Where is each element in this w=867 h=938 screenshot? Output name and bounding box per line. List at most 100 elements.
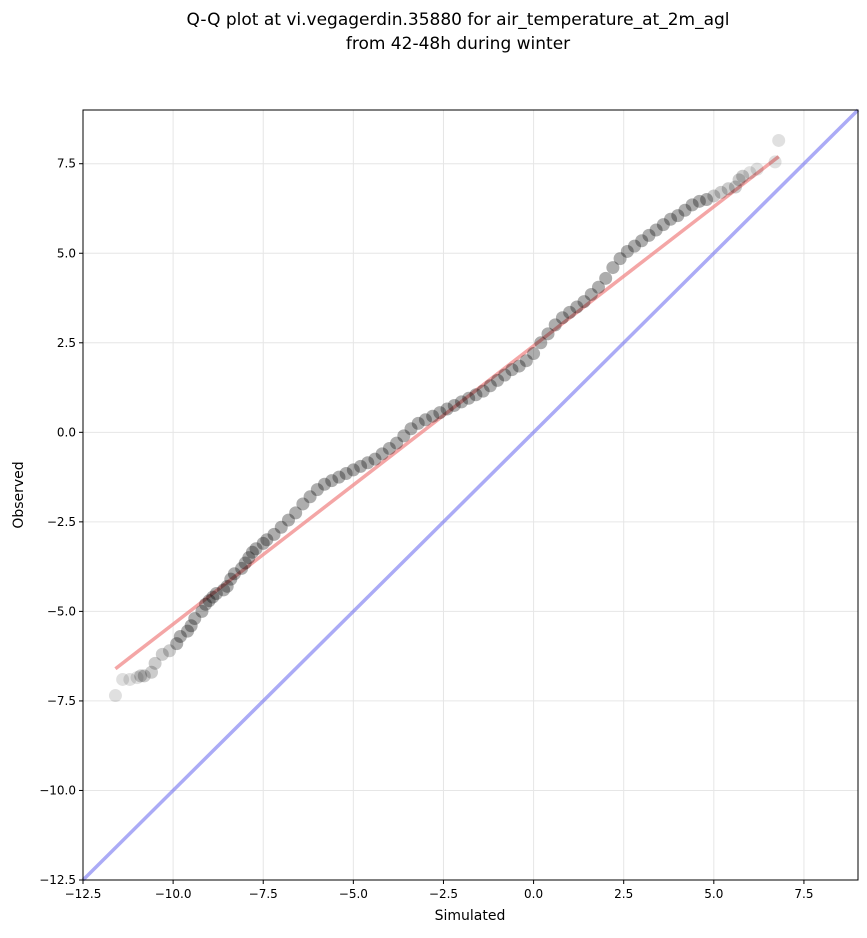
y-tick-label-8: 7.5 bbox=[57, 157, 76, 171]
qq-point-8 bbox=[155, 647, 169, 661]
qq-point-71 bbox=[555, 311, 569, 325]
qq-point-89 bbox=[685, 198, 699, 212]
qq-point-58 bbox=[462, 391, 476, 405]
qq-point-12 bbox=[181, 624, 195, 638]
qq-point-17 bbox=[202, 594, 216, 608]
qq-point-50 bbox=[404, 422, 418, 436]
qq-point-92 bbox=[707, 189, 721, 203]
qq-point-91 bbox=[700, 193, 714, 207]
qq-point-99 bbox=[750, 162, 764, 176]
qq-point-40 bbox=[332, 470, 346, 484]
qq-point-64 bbox=[505, 363, 519, 377]
qq-point-51 bbox=[411, 416, 425, 430]
identity-line bbox=[81, 108, 860, 882]
qq-point-23 bbox=[227, 567, 241, 581]
qq-point-78 bbox=[606, 261, 620, 275]
y-axis-label: Observed bbox=[11, 461, 27, 528]
qq-point-86 bbox=[664, 212, 678, 226]
qq-point-25 bbox=[238, 556, 252, 570]
qq-point-30 bbox=[260, 533, 274, 547]
qq-point-33 bbox=[281, 513, 295, 527]
qq-point-22 bbox=[224, 572, 238, 586]
qq-point-41 bbox=[339, 467, 353, 481]
qq-point-13 bbox=[184, 619, 198, 633]
qq-point-11 bbox=[173, 629, 187, 643]
qq-point-69 bbox=[541, 327, 555, 341]
qq-point-18 bbox=[206, 590, 220, 604]
x-tick-label-7: 5.0 bbox=[704, 887, 723, 901]
qq-point-43 bbox=[354, 459, 368, 473]
qq-point-62 bbox=[491, 373, 505, 387]
qq-point-47 bbox=[382, 441, 396, 455]
qq-point-26 bbox=[242, 551, 256, 565]
qq-point-75 bbox=[584, 287, 598, 301]
qq-point-66 bbox=[519, 354, 533, 368]
qq-point-77 bbox=[599, 271, 613, 285]
qq-point-57 bbox=[454, 395, 468, 409]
x-tick-label-6: 2.5 bbox=[614, 887, 633, 901]
qq-points bbox=[108, 133, 786, 703]
qq-point-24 bbox=[235, 561, 249, 575]
x-tick-label-5: 0.0 bbox=[524, 887, 543, 901]
qq-point-72 bbox=[563, 305, 577, 319]
x-tick-label-2: −7.5 bbox=[249, 887, 278, 901]
x-tick-label-4: −2.5 bbox=[429, 887, 458, 901]
qq-point-101 bbox=[772, 133, 786, 147]
qq-point-28 bbox=[249, 542, 263, 556]
qq-point-19 bbox=[209, 586, 223, 600]
qq-point-54 bbox=[433, 406, 447, 420]
qq-point-67 bbox=[527, 347, 541, 361]
qq-point-85 bbox=[656, 218, 670, 232]
qq-point-27 bbox=[245, 545, 259, 559]
qq-point-74 bbox=[577, 295, 591, 309]
qq-point-7 bbox=[148, 656, 162, 670]
x-tick-label-1: −10.0 bbox=[155, 887, 192, 901]
y-tick-label-0: −12.5 bbox=[39, 873, 76, 887]
qq-point-88 bbox=[678, 203, 692, 217]
grid bbox=[82, 110, 858, 881]
y-tick-label-5: 0.0 bbox=[57, 425, 76, 439]
qq-point-55 bbox=[440, 402, 454, 416]
qq-point-42 bbox=[346, 463, 360, 477]
qq-point-3 bbox=[130, 671, 144, 685]
plot-frame bbox=[82, 109, 859, 881]
qq-point-15 bbox=[195, 604, 209, 618]
x-tick-label-0: −12.5 bbox=[65, 887, 102, 901]
qq-point-10 bbox=[170, 637, 184, 651]
y-axis: −12.5 −10.0 −7.5 −5.0 −2.5 0.0 2.5 5.0 7.5 bbox=[39, 157, 83, 887]
qq-point-53 bbox=[426, 409, 440, 423]
qq-point-90 bbox=[692, 194, 706, 208]
chart-title-line-2: from 42-48h during winter bbox=[346, 34, 570, 54]
qq-point-56 bbox=[447, 398, 461, 412]
qq-point-59 bbox=[469, 388, 483, 402]
qq-point-9 bbox=[163, 644, 177, 658]
qq-point-48 bbox=[390, 436, 404, 450]
qq-point-83 bbox=[642, 228, 656, 242]
qq-point-100 bbox=[768, 155, 782, 169]
qq-point-93 bbox=[714, 185, 728, 199]
qq-point-80 bbox=[620, 244, 634, 258]
qq-point-31 bbox=[267, 527, 281, 541]
y-tick-label-1: −10.0 bbox=[39, 783, 76, 797]
qq-point-14 bbox=[188, 612, 202, 626]
qq-point-70 bbox=[548, 318, 562, 332]
qq-point-6 bbox=[144, 665, 158, 679]
qq-point-73 bbox=[570, 300, 584, 314]
regression-fit-line bbox=[114, 155, 780, 671]
qq-point-21 bbox=[220, 579, 234, 593]
qq-point-36 bbox=[303, 490, 317, 504]
qq-point-2 bbox=[123, 672, 137, 686]
qq-point-94 bbox=[721, 182, 735, 196]
qq-point-20 bbox=[217, 583, 231, 597]
y-tick-label-7: 5.0 bbox=[57, 246, 76, 260]
qq-point-63 bbox=[498, 368, 512, 382]
qq-point-65 bbox=[512, 359, 526, 373]
qq-point-35 bbox=[296, 497, 310, 511]
y-tick-label-2: −7.5 bbox=[47, 694, 76, 708]
qq-point-96 bbox=[732, 173, 746, 187]
qq-point-46 bbox=[375, 447, 389, 461]
qq-point-4 bbox=[134, 669, 148, 683]
qq-point-61 bbox=[483, 379, 497, 393]
